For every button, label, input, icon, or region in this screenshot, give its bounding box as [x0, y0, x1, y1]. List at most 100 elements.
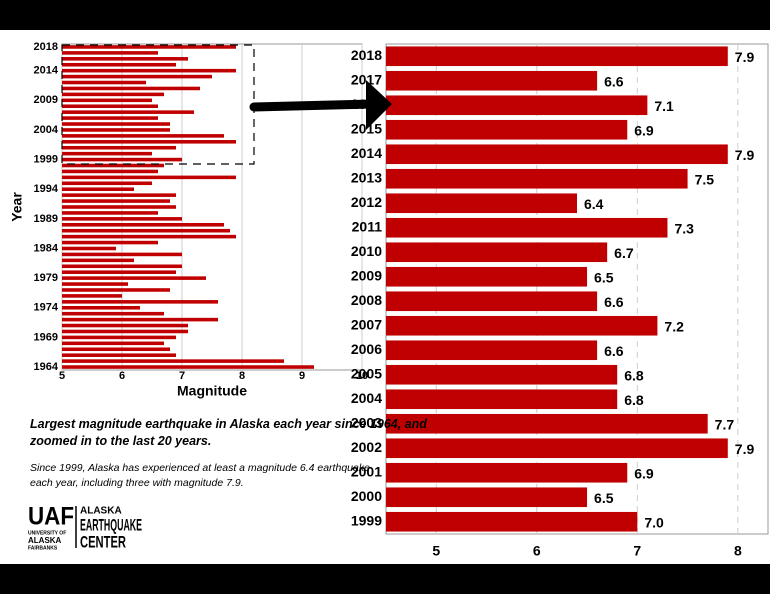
bar — [386, 168, 688, 189]
logo: UAF UNIVERSITY OF ALASKA FAIRBANKS ALASK… — [28, 503, 142, 552]
x-tick-label: 9 — [299, 370, 305, 382]
bar — [62, 335, 176, 340]
bar — [386, 291, 598, 312]
y-tick-label: 2004 — [351, 390, 382, 406]
bar — [62, 175, 236, 180]
y-tick-label: 2012 — [351, 194, 382, 210]
y-tick-label: 2002 — [351, 439, 382, 455]
bar — [62, 74, 212, 79]
logo-university: ALASKA — [28, 536, 62, 545]
value-label: 6.9 — [634, 465, 654, 481]
y-tick-label: 2018 — [34, 41, 58, 53]
logo-mark: UAF — [28, 503, 74, 531]
bar — [62, 92, 164, 97]
y-tick-label: 1999 — [351, 512, 382, 528]
bar — [386, 389, 618, 410]
value-label: 7.1 — [654, 98, 674, 114]
bar — [386, 119, 628, 140]
bar — [62, 305, 140, 310]
y-tick-label: 2004 — [34, 124, 59, 136]
bar — [62, 276, 206, 280]
x-tick-label: 10 — [356, 370, 368, 382]
y-tick-label: 1979 — [34, 272, 58, 284]
bar — [386, 193, 577, 214]
bar — [386, 266, 588, 287]
y-tick-label: 2011 — [352, 218, 383, 234]
value-label: 7.7 — [715, 416, 735, 432]
y-tick-label: 2009 — [351, 267, 382, 283]
value-label: 7.9 — [735, 147, 755, 163]
bar — [62, 294, 122, 298]
x-tick-label: 5 — [59, 370, 65, 382]
bar — [62, 246, 116, 251]
bar — [62, 217, 182, 221]
bar — [62, 45, 236, 49]
y-tick-label: 1989 — [34, 213, 58, 225]
bar — [62, 341, 164, 346]
bottom-band — [0, 564, 770, 594]
y-tick-label: 2001 — [351, 463, 382, 479]
value-label: 6.7 — [614, 245, 634, 261]
bar — [62, 317, 218, 322]
y-tick-label: 2018 — [351, 47, 382, 63]
bar — [62, 86, 200, 91]
caption-title: Largest magnitude earthquake in Alaska e… — [29, 417, 430, 448]
bar — [62, 311, 164, 316]
y-tick-label: 1974 — [34, 302, 59, 314]
bar — [62, 252, 182, 257]
caption-line: Largest magnitude earthquake in Alaska e… — [30, 417, 430, 431]
bar — [62, 122, 170, 126]
logo-university: FAIRBANKS — [28, 545, 58, 551]
bar — [62, 323, 188, 328]
plot-frame — [385, 43, 769, 535]
x-tick-label: 8 — [239, 370, 245, 382]
caption-line: each year, including three with magnitud… — [30, 477, 244, 489]
x-tick-label: 6 — [119, 370, 125, 382]
bar — [62, 104, 158, 109]
bar — [62, 240, 158, 245]
bar — [62, 282, 128, 286]
y-tick-label: 2007 — [351, 316, 382, 332]
y-tick-label: 2008 — [351, 292, 382, 308]
value-label: 7.2 — [664, 318, 684, 334]
y-tick-label: 1994 — [34, 183, 59, 195]
y-tick-label: 1984 — [34, 242, 59, 254]
value-label: 6.8 — [624, 392, 644, 408]
logo-center: ALASKA — [80, 506, 122, 517]
value-label: 6.9 — [634, 122, 654, 138]
value-label: 6.8 — [624, 367, 644, 383]
bar — [62, 169, 158, 174]
bar — [62, 187, 134, 191]
y-tick-label: 1969 — [34, 331, 58, 343]
bar — [62, 288, 170, 292]
logo-center: CENTER — [80, 532, 126, 551]
bar — [62, 270, 176, 274]
y-tick-label: 2009 — [34, 94, 58, 106]
bar — [62, 329, 188, 334]
bar — [62, 116, 158, 120]
x-axis-label: Magnitude — [177, 383, 247, 399]
bar — [386, 413, 708, 434]
bar — [62, 157, 182, 162]
y-tick-label: 2013 — [351, 169, 382, 185]
value-label: 7.9 — [735, 441, 755, 457]
value-label: 7.9 — [735, 49, 755, 65]
y-tick-label: 2017 — [351, 71, 382, 87]
caption-line: Since 1999, Alaska has experienced at le… — [30, 462, 373, 474]
value-label: 7.3 — [674, 220, 694, 236]
bar — [386, 242, 608, 263]
bar — [62, 128, 170, 132]
y-tick-label: 2014 — [351, 145, 382, 161]
y-tick-label: 2010 — [351, 243, 382, 259]
bar — [386, 217, 668, 238]
bar — [386, 340, 598, 361]
bar — [62, 51, 158, 55]
bar — [62, 181, 152, 186]
bar — [62, 68, 236, 73]
y-tick-label: 2003 — [351, 414, 382, 430]
bar — [62, 300, 218, 304]
charts: 5 6 7 8 9 10 1964 1969 1974 1979 1984 1989 1994 1999 2… — [9, 41, 769, 559]
top-band — [0, 0, 770, 30]
x-tick-label: 7 — [633, 543, 641, 559]
bar — [62, 223, 224, 227]
